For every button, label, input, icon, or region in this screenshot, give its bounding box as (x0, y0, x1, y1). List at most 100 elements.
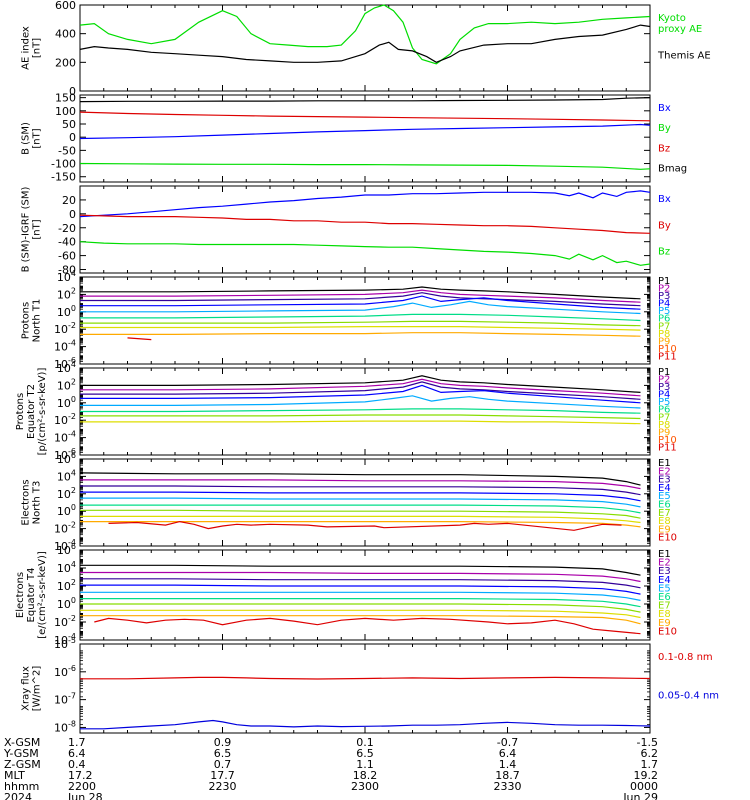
series-line-e1 (80, 564, 641, 576)
series-line-p3 (80, 381, 641, 400)
y-tick-label: 20 (62, 194, 76, 207)
series-line-themis-ae (79, 24, 651, 63)
legend-entry: Bx (658, 194, 671, 205)
legend-entry: E4 (658, 575, 671, 586)
y-tick-label: 50 (62, 118, 76, 131)
ephemeris-value: -0.7 (497, 736, 518, 749)
panel-bsmigrf: 200-20-40-60-80 B (SM)-IGRF (SM)[nT] Bx By B… (21, 185, 671, 277)
legend-entry: Bx (658, 103, 671, 114)
legend-entry: P2 (658, 284, 670, 295)
series-line-p7 (80, 414, 641, 420)
legend-entry: E8 (658, 516, 671, 527)
legend-entry: P3 (658, 291, 670, 302)
legend-entry: P5 (658, 397, 670, 408)
y-axis-label: B (SM)-IGRF (SM)[nT] (21, 187, 43, 273)
legend-entry: E1 (658, 549, 671, 560)
legend-entry: P11 (658, 442, 677, 453)
y-axis-label: ProtonsNorth T1 (21, 299, 43, 343)
series-line-by (79, 162, 651, 170)
panel-frame (79, 458, 651, 547)
legend-entry: E3 (658, 475, 671, 486)
y-tick-label: 10-7 (54, 692, 76, 707)
panel-xray: 10-5 10-6 10-7 10-8 Xray flux[W/m^2] 0.1-0.8 … (21, 636, 720, 734)
series-line-e5 (80, 497, 641, 508)
panel-frame (79, 94, 651, 183)
series-line-p5 (80, 395, 641, 409)
legend-entry: Themis AE (657, 50, 711, 61)
legend-entry: E4 (658, 483, 671, 494)
y-tick-label: 102 (57, 486, 76, 501)
ephemeris-value: 2200 (68, 780, 96, 793)
panel-frame (79, 549, 651, 641)
series-line-bx (79, 190, 651, 218)
legend-entry: By (658, 220, 671, 231)
series-line-e6 (80, 597, 641, 608)
series-line-e1 (79, 472, 641, 486)
y-tick-label: 104 (57, 269, 76, 284)
series-line-e2 (80, 571, 641, 583)
ephemeris-value: 17.7 (210, 769, 235, 782)
ephemeris-value: 1.7 (68, 736, 86, 749)
ephemeris-value: -1.5 (637, 736, 658, 749)
series-line-e7 (80, 509, 641, 519)
y-tick-label: -100 (51, 158, 76, 171)
ephemeris-value: 1.7 (641, 758, 659, 771)
y-tick-label: 10-2 (54, 412, 76, 427)
legend-entry: 0.05-0.4 nm (658, 691, 719, 702)
y-tick-label: 104 (57, 560, 76, 575)
legend-entry: Kyoto proxy AE (658, 13, 702, 35)
y-tick-label: -40 (58, 236, 76, 249)
y-axis-label: ElectronsNorth T3 (21, 479, 43, 525)
series-line-e3 (80, 578, 641, 589)
ephemeris-value: 1.4 (499, 758, 517, 771)
ephemeris-value: 0.1 (356, 736, 374, 749)
y-tick-label: -20 (58, 222, 76, 235)
ephemeris-value: 2330 (494, 780, 522, 793)
series-line-p1 (80, 286, 641, 300)
y-tick-label: -60 (58, 250, 76, 263)
y-tick-label: 106 (57, 451, 76, 466)
legend-entry: E5 (658, 491, 671, 502)
y-tick-label: 100 (55, 105, 76, 118)
series-line-e10 (108, 520, 622, 531)
legend-entry: E2 (658, 466, 671, 477)
ephemeris-value: 0.9 (214, 736, 232, 749)
legend-entry: P5 (658, 306, 670, 317)
legend-entry: E2 (658, 558, 671, 569)
ephemeris-row-label: Z-GSM (4, 758, 41, 771)
series-line-p8 (80, 326, 641, 331)
y-tick-label: -50 (58, 144, 76, 157)
legend-entry: E8 (658, 609, 671, 620)
ephemeris-value: 0000 (630, 780, 658, 793)
series-line-p11 (127, 337, 152, 341)
y-tick-label: 400 (55, 28, 76, 41)
series-line-p5 (80, 300, 641, 315)
ephemeris-value: 18.7 (495, 769, 520, 782)
ephemeris-value: 6.2 (641, 747, 659, 760)
y-tick-label: 100 (57, 596, 76, 611)
series-line-p3 (80, 292, 641, 307)
series-line-e5 (80, 591, 641, 601)
ephemeris-value: 19.2 (634, 769, 659, 782)
series-line-p7 (80, 320, 641, 327)
series-line-p6 (80, 408, 641, 414)
legend-entry: E3 (658, 566, 671, 577)
series-line-p9 (80, 332, 641, 337)
ephemeris-row-label: hhmm (4, 780, 39, 793)
legend-entry: Bmag (658, 164, 687, 175)
legend-entry: E10 (658, 533, 677, 544)
y-tick-label: 150 (55, 92, 76, 105)
series-line-e9 (80, 615, 641, 625)
legend-entry: P4 (658, 390, 670, 401)
series-line-0.05-0.4-nm (80, 719, 651, 730)
legend-entry: Bz (658, 143, 670, 154)
panel-frame (79, 185, 651, 274)
legend-entry: E7 (658, 508, 671, 519)
legend-entry: P1 (658, 276, 670, 287)
ephemeris-value: Jun 29 (622, 791, 658, 800)
legend-entry: P7 (658, 412, 670, 423)
y-tick-label: 200 (55, 56, 76, 69)
